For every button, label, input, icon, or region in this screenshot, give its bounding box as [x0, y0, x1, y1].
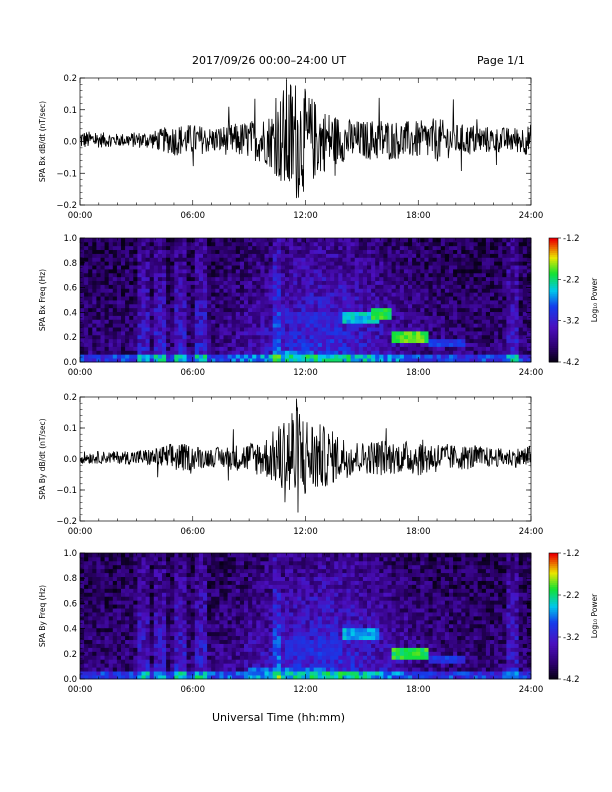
colorbar-tick-label: -2.2	[563, 591, 580, 601]
series-line	[80, 398, 531, 513]
x-tick-label: 24:00	[519, 685, 544, 695]
y-axis-label: SPA By dB/dt (nT/sec)	[38, 418, 47, 499]
y-tick-label: 0.4	[63, 308, 77, 318]
colorbar-label: Log₁₀ Power	[590, 277, 599, 322]
x-tick-label: 18:00	[406, 211, 431, 221]
y-tick-label: 0.6	[63, 599, 77, 609]
series-line	[80, 79, 531, 199]
y-tick-label: 0.0	[63, 358, 77, 368]
y-tick-label: −0.1	[56, 169, 77, 179]
x-tick-label: 06:00	[181, 685, 206, 695]
x-tick-label: 24:00	[519, 368, 544, 378]
colorbar: -1.2 -2.2 -3.2 -4.2 Log₁₀ Power	[548, 549, 599, 685]
y-axis-label: SPA By Freq (Hz)	[38, 585, 47, 647]
x-tick-label: 18:00	[406, 527, 431, 537]
y-axis-label: SPA Bx dB/dt (nT/sec)	[38, 101, 47, 182]
panel-by-waveform: −0.2 −0.1 0.0 0.1 0.2 00:00 06:00 12:00 18:00 24:…	[38, 393, 543, 537]
y-tick-label: 0.1	[63, 106, 77, 116]
page-number: Page 1/1	[477, 54, 525, 67]
panel-by-spectrogram: -1.2 -2.2 -3.2 -4.2 Log₁₀ Power 0.0 0.2 0.4 0.6 0…	[38, 549, 599, 695]
panel-bx-waveform: −0.2 −0.1 0.0 0.1 0.2 00:00 06:00 12:00 18:00 24:…	[38, 74, 543, 221]
y-tick-label: −0.2	[56, 517, 77, 527]
x-tick-label: 12:00	[293, 368, 318, 378]
x-tick-label: 12:00	[293, 527, 318, 537]
x-tick-label: 12:00	[293, 211, 318, 221]
y-tick-label: 0.2	[63, 393, 77, 403]
colorbar-tick-label: -4.2	[563, 358, 580, 368]
spectrogram-cells	[80, 238, 532, 363]
x-tick-label: 06:00	[181, 211, 206, 221]
y-tick-label: 0.8	[63, 574, 77, 584]
y-tick-label: 0.4	[63, 625, 77, 635]
colorbar: -1.2 -2.2 -3.2 -4.2 Log₁₀ Power	[548, 234, 599, 368]
colorbar-tick-label: -2.2	[563, 275, 580, 285]
colorbar-tick-label: -4.2	[563, 675, 580, 685]
panel-bx-spectrogram: -1.2 -2.2 -3.2 -4.2 Log₁₀ Power 0.0 0.2 0.4 0.6 0…	[38, 234, 599, 378]
y-axis-label: SPA Bx Freq (Hz)	[38, 269, 47, 331]
y-tick-label: 0.6	[63, 284, 77, 294]
y-tick-label: 1.0	[63, 234, 77, 244]
x-tick-label: 06:00	[181, 527, 206, 537]
x-tick-label: 18:00	[406, 685, 431, 695]
colorbar-frame	[548, 237, 559, 363]
y-tick-label: 0.1	[63, 424, 77, 434]
y-tick-label: −0.1	[56, 486, 77, 496]
y-tick-label: 0.8	[63, 259, 77, 269]
y-tick-label: −0.2	[56, 201, 77, 211]
x-tick-label: 00:00	[68, 685, 93, 695]
y-tick-label: 1.0	[63, 549, 77, 559]
x-tick-label: 00:00	[68, 211, 93, 221]
colorbar-tick-label: -3.2	[563, 633, 580, 643]
x-tick-label: 00:00	[68, 527, 93, 537]
x-tick-label: 24:00	[519, 527, 544, 537]
colorbar-frame	[548, 552, 559, 680]
colorbar-tick-label: -1.2	[563, 549, 580, 559]
x-tick-label: 24:00	[519, 211, 544, 221]
colorbar-tick-label: -1.2	[563, 234, 580, 244]
y-tick-label: 0.0	[63, 138, 77, 148]
figure-title: 2017/09/26 00:00–24:00 UT	[192, 54, 347, 67]
spectrogram-cells	[80, 553, 532, 680]
y-tick-label: 0.2	[63, 333, 77, 343]
x-tick-label: 00:00	[68, 368, 93, 378]
y-tick-label: 0.2	[63, 74, 77, 84]
x-tick-label: 18:00	[406, 368, 431, 378]
colorbar-label: Log₁₀ Power	[590, 593, 599, 638]
y-tick-label: 0.0	[63, 675, 77, 685]
x-tick-label: 06:00	[181, 368, 206, 378]
colorbar-tick-label: -3.2	[563, 317, 580, 327]
y-tick-label: 0.2	[63, 650, 77, 660]
x-axis-label: Universal Time (hh:mm)	[212, 711, 345, 724]
y-tick-label: 0.0	[63, 455, 77, 465]
x-tick-label: 12:00	[293, 685, 318, 695]
